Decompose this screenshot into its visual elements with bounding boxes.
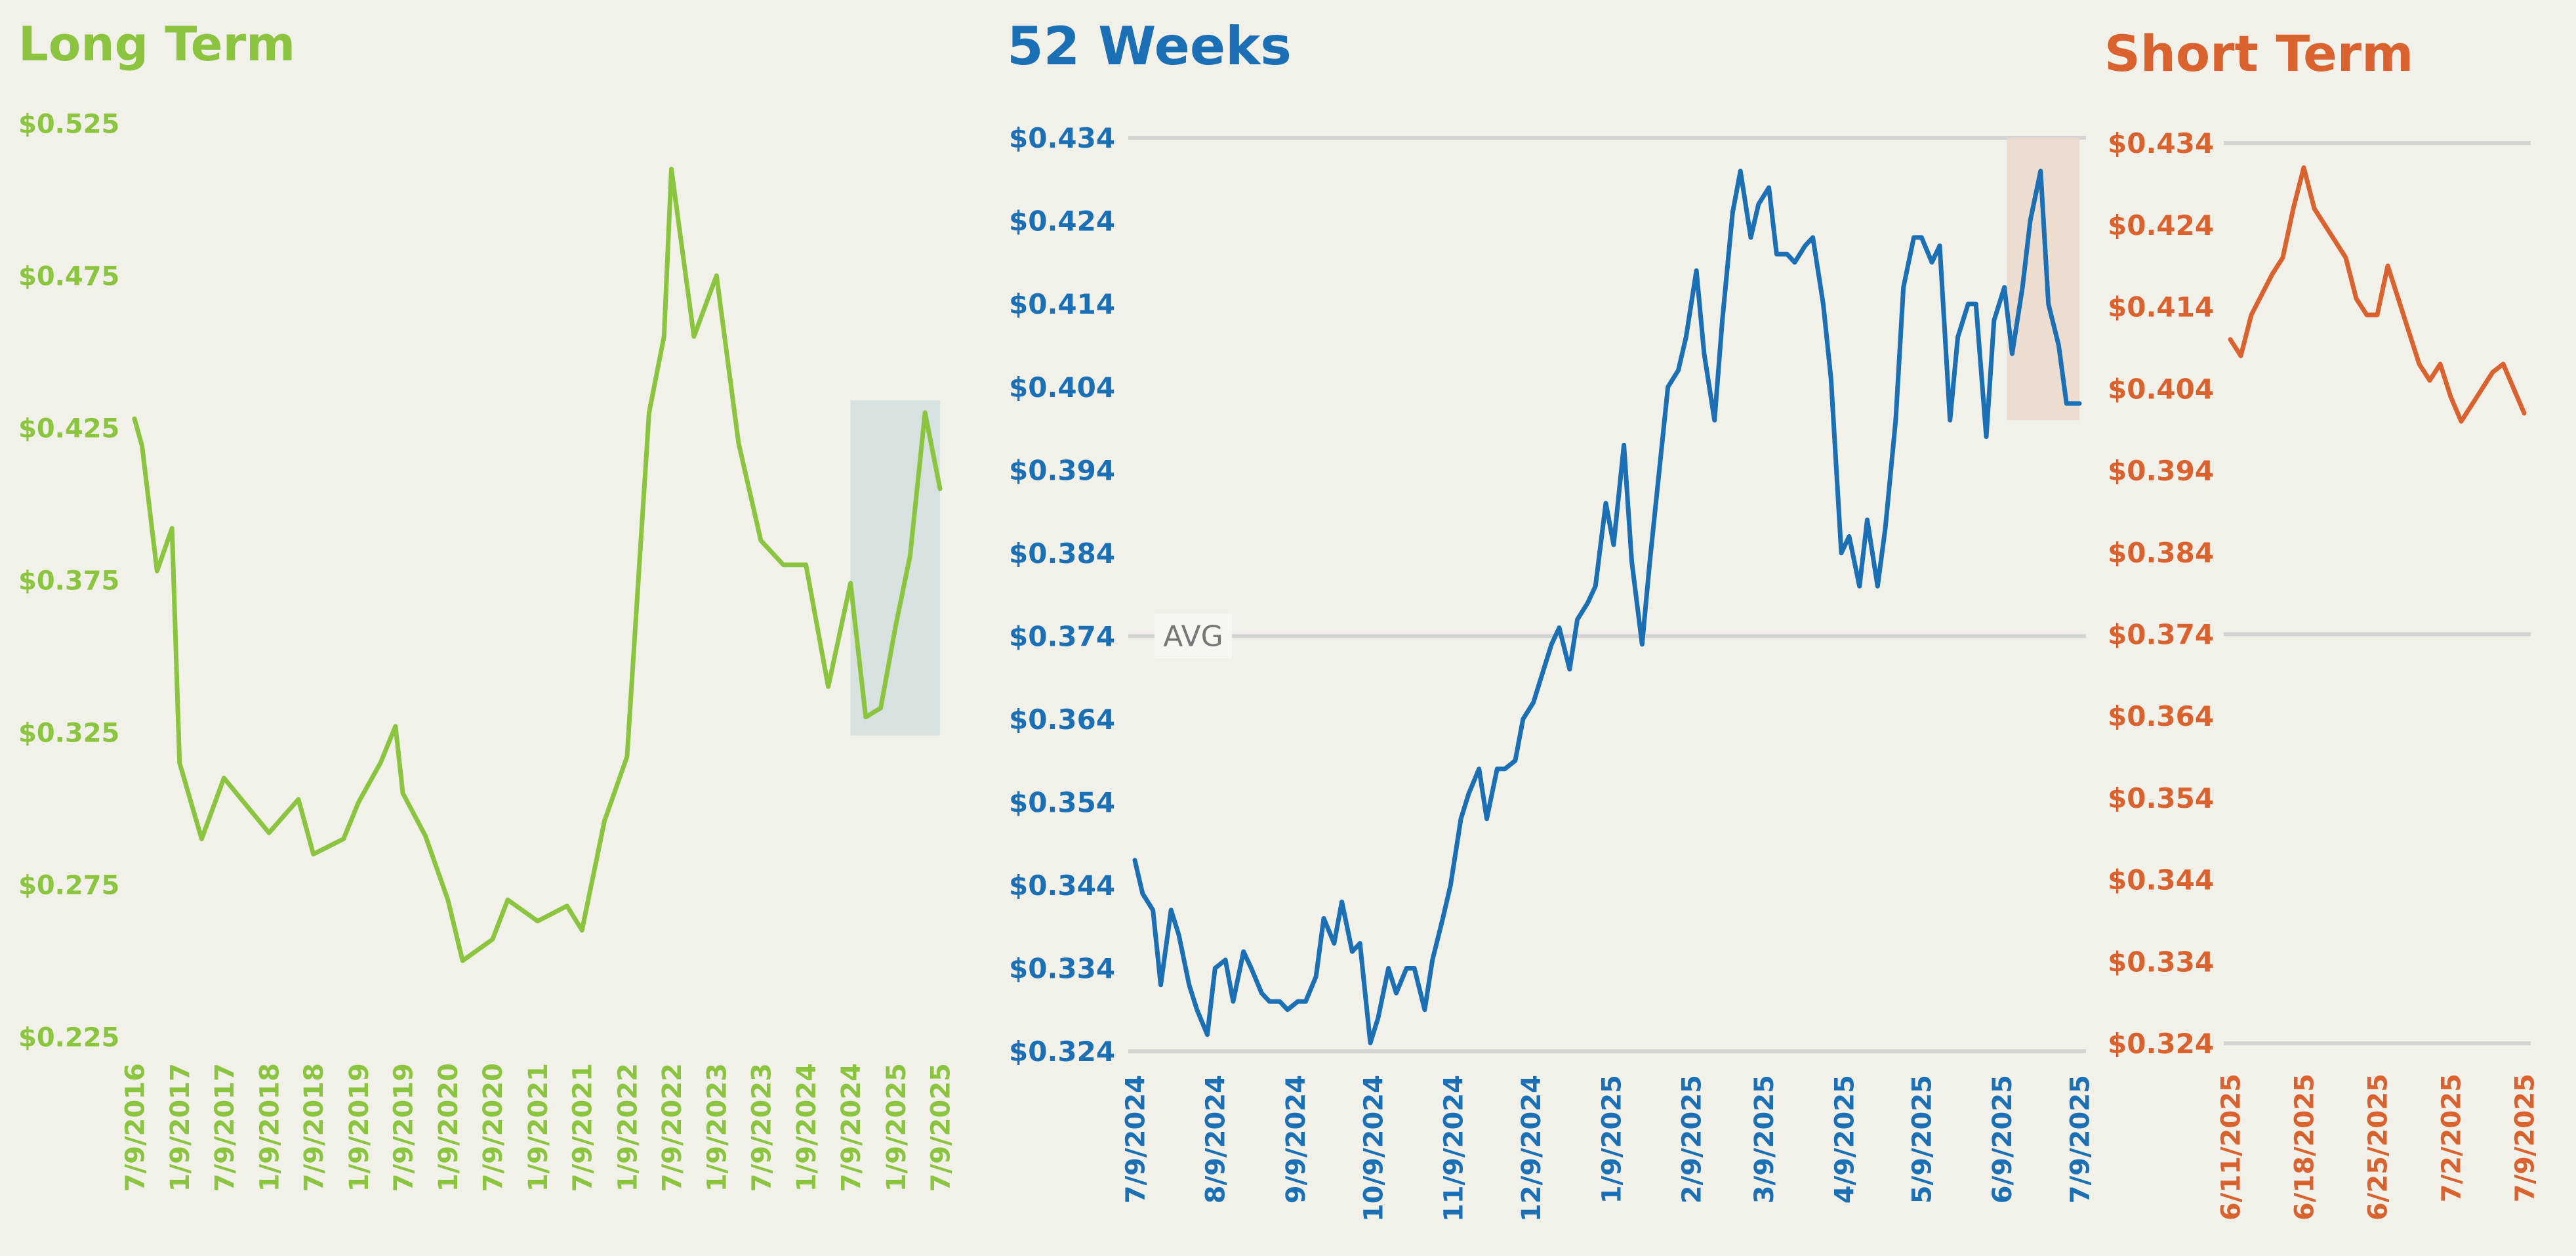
y-tick-label: $0.364	[2108, 700, 2214, 732]
x-tick-label: 7/9/2018	[299, 1063, 329, 1192]
x-tick-label: 7/9/2025	[926, 1063, 956, 1192]
x-tick-label: 1/9/2019	[344, 1063, 375, 1192]
x-tick-label: 11/9/2024	[1439, 1075, 1469, 1222]
y-tick-label: $0.434	[1009, 122, 1115, 154]
x-tick-label: 7/9/2020	[478, 1063, 508, 1192]
x-tick-label: 5/9/2025	[1908, 1075, 1938, 1204]
x-tick-label: 6/25/2025	[2363, 1074, 2393, 1221]
x-tick-label: 7/9/2021	[568, 1063, 598, 1192]
y-tick-label: $0.414	[2108, 291, 2214, 324]
y-tick-label: $0.354	[2108, 782, 2214, 814]
y-tick-label: $0.394	[1009, 454, 1115, 486]
y-tick-label: $0.225	[18, 1022, 119, 1053]
y-tick-label: $0.344	[2108, 864, 2214, 896]
y-tick-label: $0.424	[1009, 205, 1115, 238]
x-tick-label: 6/18/2025	[2289, 1074, 2320, 1221]
short-series-line	[2228, 165, 2527, 424]
x-tick-label: 7/2/2025	[2436, 1074, 2466, 1202]
y-tick-label: $0.334	[1009, 953, 1115, 985]
y-tick-label: $0.364	[1009, 703, 1115, 736]
avg-label-box	[1155, 614, 1232, 659]
y-tick-label: $0.275	[18, 870, 119, 900]
y-tick-label: $0.374	[2108, 618, 2214, 650]
y-tick-label: $0.404	[1009, 371, 1115, 404]
x-tick-label: 4/9/2025	[1830, 1075, 1860, 1204]
y-tick-label: $0.384	[2108, 537, 2214, 569]
x-tick-label: 7/9/2019	[388, 1063, 419, 1192]
y-tick-label: $0.475	[18, 261, 119, 291]
y-tick-label: $0.375	[18, 566, 119, 596]
x-tick-label: 7/9/2017	[210, 1063, 240, 1192]
x-tick-label: 6/9/2025	[1988, 1075, 2018, 1204]
long-series-line	[132, 167, 943, 963]
y-tick-label: $0.434	[2108, 127, 2214, 159]
x-tick-label: 9/9/2024	[1281, 1075, 1311, 1204]
y-tick-label: $0.325	[18, 718, 119, 748]
x-tick-label: 1/9/2025	[1597, 1075, 1627, 1204]
x-tick-label: 7/9/2025	[2065, 1075, 2095, 1204]
x-tick-label: 12/9/2024	[1517, 1075, 1547, 1222]
y-tick-label: $0.324	[1009, 1036, 1115, 1068]
y-tick-label: $0.424	[2108, 209, 2214, 241]
x-tick-label: 1/9/2021	[523, 1063, 554, 1192]
x-tick-label: 7/9/2024	[1120, 1075, 1151, 1204]
y-tick-label: $0.334	[2108, 946, 2214, 978]
y-tick-label: $0.374	[1009, 620, 1115, 652]
x-tick-label: 1/9/2024	[792, 1063, 822, 1192]
y-tick-label: $0.525	[18, 109, 119, 139]
y-tick-label: $0.394	[2108, 455, 2214, 487]
x-tick-label: 1/9/2020	[434, 1063, 464, 1192]
y-tick-label: $0.404	[2108, 373, 2214, 405]
x-tick-label: 1/9/2022	[613, 1063, 643, 1192]
y-tick-label: $0.414	[1009, 288, 1115, 320]
x-tick-label: 6/11/2025	[2216, 1074, 2246, 1221]
x-tick-label: 7/9/2022	[657, 1063, 687, 1192]
x-tick-label: 1/9/2025	[882, 1063, 912, 1192]
52-weeks-title: 52 Weeks	[1007, 16, 1292, 77]
x-tick-label: 7/9/2023	[746, 1063, 777, 1192]
highlight-region	[850, 400, 940, 736]
52-weeks-chart: 52 Weeks AVG $0.434 $0.424 $0.414 $0.404 $0.3…	[1007, 16, 2095, 1222]
x-tick-label: 8/9/2024	[1201, 1075, 1231, 1204]
weeks52-series-line	[1132, 169, 2082, 1045]
y-tick-label: $0.344	[1009, 869, 1115, 902]
y-tick-label: $0.384	[1009, 537, 1115, 570]
x-tick-label: 7/9/2025	[2510, 1074, 2540, 1202]
y-tick-label: $0.354	[1009, 786, 1115, 818]
y-tick-label: $0.425	[18, 413, 119, 444]
short-term-title: Short Term	[2104, 24, 2413, 83]
x-tick-label: 1/9/2018	[255, 1063, 285, 1192]
x-tick-label: 3/9/2025	[1749, 1075, 1780, 1204]
x-tick-label: 10/9/2024	[1359, 1075, 1389, 1222]
x-tick-label: 1/9/2023	[703, 1063, 733, 1192]
x-tick-label: 7/9/2024	[836, 1063, 867, 1192]
y-tick-label: $0.324	[2108, 1028, 2214, 1060]
x-tick-label: 2/9/2025	[1677, 1075, 1707, 1204]
x-tick-label: 1/9/2017	[165, 1063, 195, 1192]
x-tick-label: 7/9/2016	[120, 1063, 150, 1192]
long-term-title: Long Term	[18, 16, 295, 72]
short-term-chart: Short Term $0.434 $0.424 $0.414 $0.404 $0.39…	[2104, 24, 2540, 1221]
long-term-chart: Long Term $0.525 $0.475 $0.425 $0.375 $0.325…	[18, 16, 956, 1192]
avg-label: AVG	[1163, 619, 1223, 653]
